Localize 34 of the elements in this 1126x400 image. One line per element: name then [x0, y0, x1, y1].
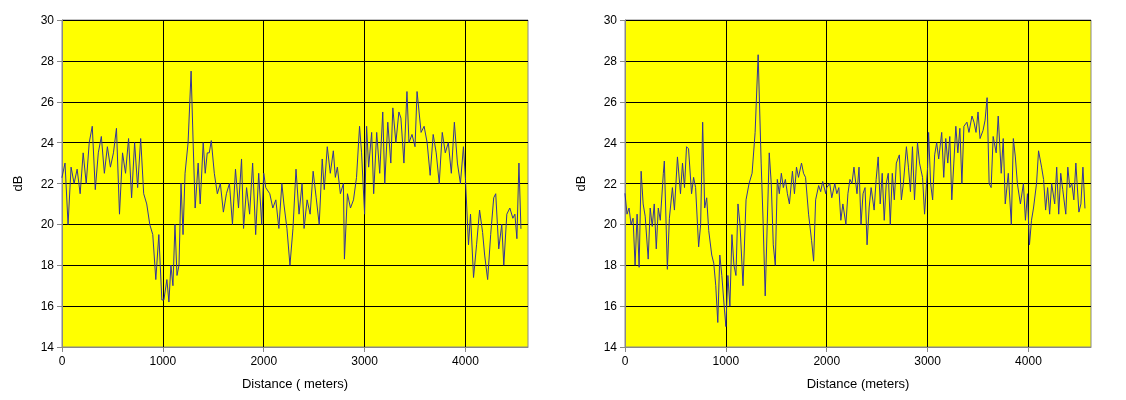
y-tick-label: 16 [603, 299, 618, 314]
y-tick-label: 22 [603, 176, 618, 191]
y-tick-label: 30 [603, 13, 618, 27]
y-axis-title: dB [10, 175, 25, 192]
y-tick-label: 24 [603, 135, 618, 150]
y-tick-label: 18 [603, 258, 618, 273]
y-tick-label: 26 [603, 94, 618, 109]
x-axis-title: Distance ( meters) [241, 376, 349, 391]
x-tick-label: 1000 [712, 354, 740, 368]
y-tick-label: 14 [40, 340, 55, 354]
x-tick-label: 3000 [351, 354, 379, 368]
y-tick-label: 26 [40, 94, 55, 109]
x-tick-label: 2000 [813, 354, 841, 368]
x-tick-label: 3000 [914, 354, 942, 368]
x-tick-label: 4000 [1015, 354, 1043, 368]
y-tick-label: 28 [40, 53, 55, 68]
x-axis-title: Distance (meters) [806, 376, 910, 391]
y-tick-label: 20 [40, 217, 55, 232]
y-axis-title: dB [573, 175, 588, 192]
y-tick-label: 18 [40, 258, 55, 273]
x-tick-label: 1000 [149, 354, 177, 368]
y-tick-label: 28 [603, 53, 618, 68]
line-series [61, 70, 522, 303]
x-tick-label: 4000 [452, 354, 480, 368]
x-tick-label: 0 [58, 354, 66, 368]
y-tick-label: 24 [40, 135, 55, 150]
y-tick-label: 22 [40, 176, 55, 191]
y-tick-label: 30 [40, 13, 55, 27]
y-tick-label: 20 [603, 217, 618, 232]
y-tick-label: 16 [40, 299, 55, 314]
x-tick-label: 0 [621, 354, 629, 368]
line-series [624, 54, 1086, 328]
x-tick-label: 2000 [250, 354, 278, 368]
y-tick-label: 14 [603, 340, 618, 354]
